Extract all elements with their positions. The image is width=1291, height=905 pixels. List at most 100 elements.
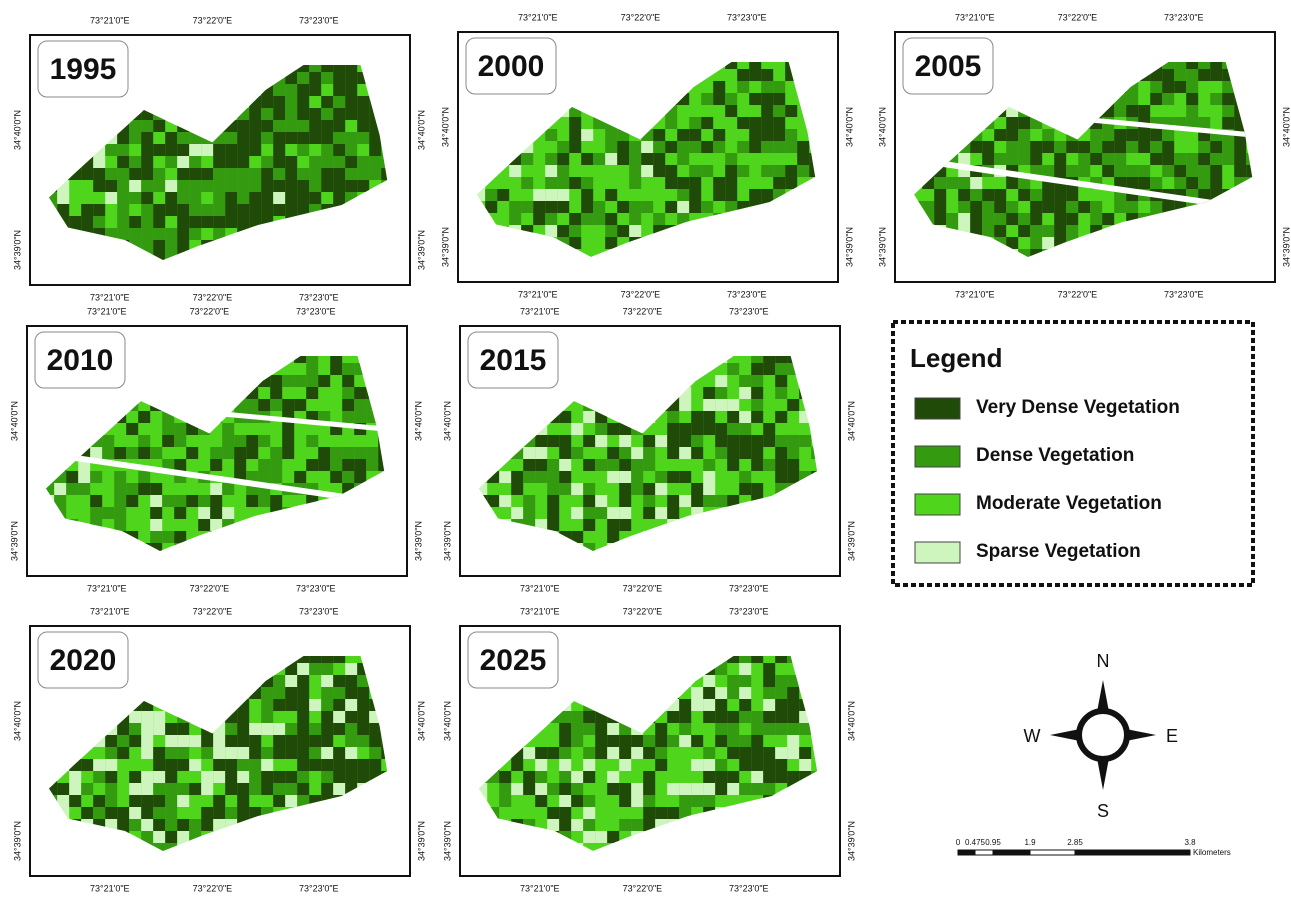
legend-label: Dense Vegetation bbox=[976, 445, 1134, 466]
land-cell bbox=[234, 387, 247, 399]
land-cell bbox=[595, 711, 608, 723]
land-cell bbox=[946, 213, 959, 225]
land-cell bbox=[381, 108, 388, 120]
land-cell bbox=[583, 411, 596, 423]
land-cell bbox=[201, 723, 214, 735]
land-cell bbox=[90, 447, 103, 459]
land-cell bbox=[258, 399, 271, 411]
land-cell bbox=[787, 723, 800, 735]
top-tick-label: 73°22'0"E bbox=[623, 606, 663, 616]
land-cell bbox=[246, 471, 259, 483]
land-cell bbox=[246, 356, 259, 363]
land-cell bbox=[619, 387, 632, 399]
land-cell bbox=[174, 507, 187, 519]
land-cell bbox=[583, 459, 596, 471]
land-cell bbox=[667, 356, 680, 363]
land-cell bbox=[958, 261, 970, 273]
land-cell bbox=[54, 507, 67, 519]
land-cell bbox=[237, 759, 250, 771]
scale-unit: Kilometers bbox=[1193, 848, 1231, 857]
land-cell bbox=[535, 399, 548, 411]
land-cell bbox=[66, 531, 79, 543]
land-cell bbox=[1054, 69, 1067, 81]
land-cell bbox=[57, 264, 69, 276]
land-cell bbox=[739, 711, 752, 723]
land-cell bbox=[381, 180, 388, 192]
land-cell bbox=[689, 129, 702, 141]
land-cell bbox=[643, 555, 655, 567]
land-cell bbox=[689, 201, 702, 213]
land-cell bbox=[1054, 201, 1067, 213]
land-cell bbox=[1138, 69, 1151, 81]
land-cell bbox=[321, 771, 334, 783]
land-cell bbox=[177, 795, 190, 807]
land-cell bbox=[751, 747, 764, 759]
land-cell bbox=[922, 165, 935, 177]
land-cell bbox=[715, 447, 728, 459]
land-cell bbox=[787, 435, 800, 447]
land-cell bbox=[369, 168, 382, 180]
land-cell bbox=[261, 711, 274, 723]
land-cell bbox=[499, 831, 512, 843]
land-cell bbox=[523, 531, 536, 543]
land-cell bbox=[607, 543, 620, 551]
land-cell bbox=[165, 759, 178, 771]
land-cell bbox=[381, 120, 388, 132]
right-tick-label: 34°40'0"N bbox=[1281, 107, 1291, 147]
land-cell bbox=[282, 423, 295, 435]
land-cell bbox=[357, 687, 370, 699]
land-cell bbox=[177, 759, 190, 771]
land-cell bbox=[1090, 237, 1103, 249]
land-cell bbox=[679, 399, 692, 411]
land-cell bbox=[270, 387, 283, 399]
land-cell bbox=[1030, 249, 1043, 257]
land-cell bbox=[282, 375, 295, 387]
land-cell bbox=[297, 72, 310, 84]
land-cell bbox=[261, 747, 274, 759]
land-cell bbox=[583, 435, 596, 447]
land-cell bbox=[57, 120, 70, 132]
land-cell bbox=[665, 237, 678, 249]
land-cell bbox=[225, 252, 238, 260]
land-cell bbox=[210, 459, 223, 471]
land-cell bbox=[751, 783, 764, 795]
land-cell bbox=[189, 192, 202, 204]
land-cell bbox=[643, 543, 656, 551]
land-cell bbox=[213, 108, 226, 120]
land-cell bbox=[177, 216, 190, 228]
land-cell bbox=[237, 156, 250, 168]
land-cell bbox=[201, 108, 214, 120]
land-cell bbox=[213, 132, 226, 144]
land-cell bbox=[366, 375, 379, 387]
land-cell bbox=[499, 843, 512, 851]
land-cell bbox=[1018, 153, 1031, 165]
land-cell bbox=[201, 96, 214, 108]
land-cell bbox=[1198, 69, 1211, 81]
land-cell bbox=[321, 807, 334, 819]
land-cell bbox=[141, 192, 154, 204]
land-cell bbox=[117, 240, 130, 252]
land-cell bbox=[571, 795, 584, 807]
land-cell bbox=[330, 459, 343, 471]
land-cell bbox=[165, 843, 178, 851]
land-cell bbox=[117, 687, 130, 699]
land-cell bbox=[333, 204, 346, 216]
land-cell bbox=[66, 543, 79, 551]
land-cell bbox=[261, 675, 274, 687]
land-cell bbox=[306, 531, 319, 543]
land-cell bbox=[775, 759, 788, 771]
land-cell bbox=[198, 543, 211, 551]
land-cell bbox=[201, 252, 214, 260]
land-cell bbox=[521, 141, 534, 153]
land-cell bbox=[749, 117, 762, 129]
land-cell bbox=[1114, 201, 1127, 213]
land-cell bbox=[198, 507, 211, 519]
land-cell bbox=[237, 819, 250, 831]
land-cell bbox=[607, 711, 620, 723]
land-cell bbox=[201, 687, 214, 699]
land-cell bbox=[345, 783, 358, 795]
land-cell bbox=[261, 699, 274, 711]
land-cell bbox=[1174, 81, 1187, 93]
land-cell bbox=[809, 249, 816, 257]
land-cell bbox=[763, 843, 776, 851]
